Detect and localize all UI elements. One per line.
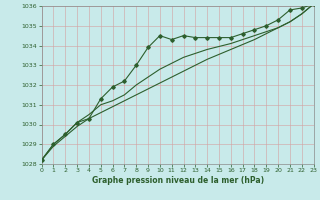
X-axis label: Graphe pression niveau de la mer (hPa): Graphe pression niveau de la mer (hPa) bbox=[92, 176, 264, 185]
